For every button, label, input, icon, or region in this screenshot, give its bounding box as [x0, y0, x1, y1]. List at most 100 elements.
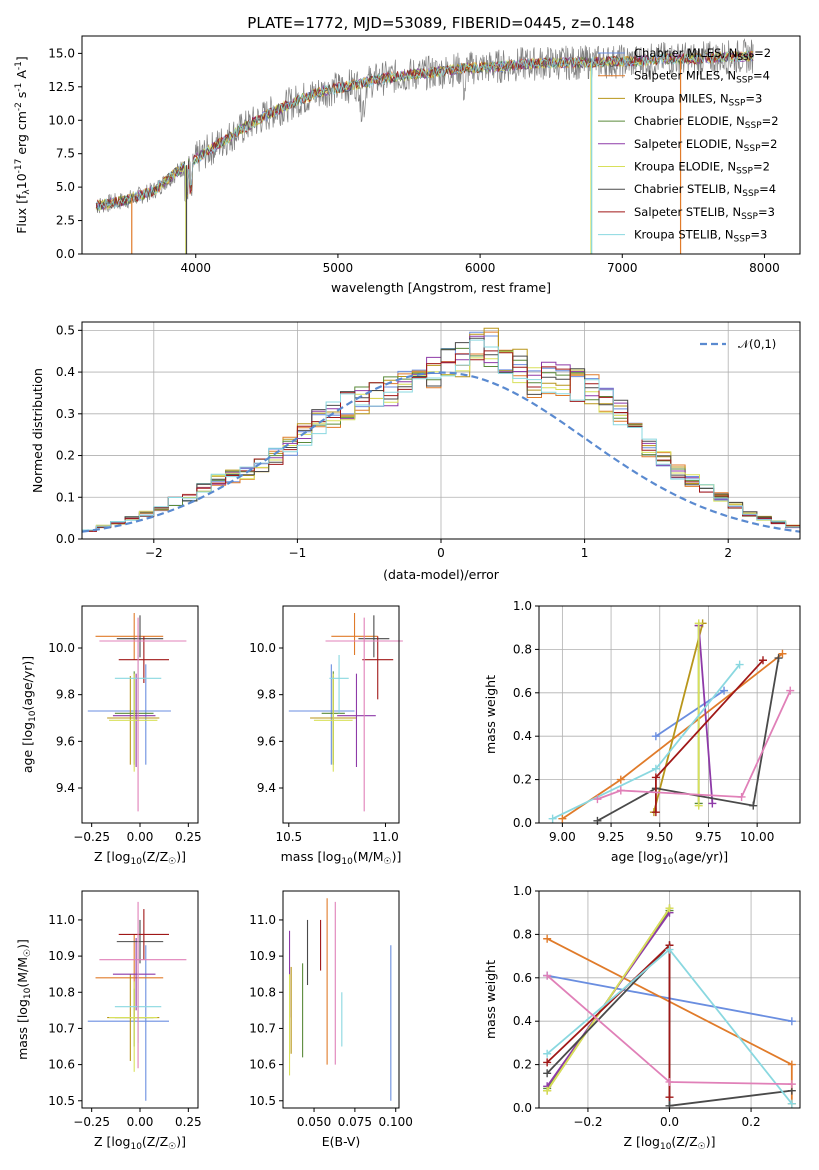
y-tick-label: 0.0 [56, 532, 75, 546]
series-point-marker [665, 904, 674, 913]
x-tick-label: −2 [145, 546, 163, 560]
series-point-marker [735, 660, 744, 669]
x-axis-label: (data-model)/error [383, 567, 500, 582]
series-point-marker [543, 1086, 552, 1095]
series-point-marker [694, 619, 703, 628]
legend-label: Chabrier STELIB, NSSP​=4 [634, 182, 776, 199]
axes-frame [282, 605, 400, 824]
series-point-marker [543, 1049, 552, 1058]
legend-label: Kroupa ELODIE, NSSP​=2 [634, 160, 770, 177]
series-point-marker [616, 786, 625, 795]
y-tick-label: 0.1 [56, 490, 75, 504]
panel-mass_vs_metallicity_errorbars: −0.25 0.00 0.25 10.5 10.6 10.7 10.8 10.9 11.0 Z [… [15, 890, 202, 1152]
x-tick-label: 0.075 [338, 1115, 372, 1129]
y-axis-label: mass weight [483, 675, 498, 754]
x-tick-label: −0.25 [73, 1115, 110, 1129]
x-axis-label: Z [log10​(Z/Z☉​)] [624, 1134, 716, 1152]
series-point-marker [651, 808, 660, 817]
series-point-marker [558, 814, 567, 823]
x-tick-label: −1 [289, 546, 307, 560]
y-tick-label: 0.0 [56, 247, 75, 261]
x-tick-label: 9.00 [549, 830, 576, 844]
series-point-marker [737, 792, 746, 801]
y-tick-label: 1.0 [513, 884, 532, 898]
y-tick-label: 2.5 [56, 214, 75, 228]
series-point-marker [543, 934, 552, 943]
y-tick-label: 10.7 [48, 1021, 75, 1035]
y-tick-label: 9.8 [56, 688, 75, 702]
y-tick-label: 0.2 [513, 773, 532, 787]
panel-age_vs_mass_errorbars: 10.5 11.0 9.4 9.6 9.8 10.0 mass [log10​(M/M☉​)… [249, 605, 403, 867]
y-tick-label: 0.0 [513, 816, 532, 830]
series-point-marker [593, 795, 602, 804]
x-axis-label: mass [log10​(M/M☉​)] [281, 849, 402, 867]
y-tick-label: 7.5 [56, 147, 75, 161]
y-tick-label: 0.3 [56, 407, 75, 421]
x-axis-label: Z [log10​(Z/Z☉​)] [94, 849, 186, 867]
series-point-marker [708, 799, 717, 808]
y-tick-label: 10.8 [48, 985, 75, 999]
y-tick-label: 10.0 [249, 641, 276, 655]
x-tick-label: 9.75 [695, 830, 722, 844]
legend-label: Kroupa STELIB, NSSP​=3 [634, 228, 767, 245]
legend-label: Salpeter STELIB, NSSP​=3 [634, 205, 775, 222]
series-line [596, 657, 780, 822]
spectrum-legend: Chabrier MILES, NSSP​=2 Salpeter MILES, N… [598, 46, 779, 245]
axes-frame [81, 35, 801, 255]
y-tick-label: 11.0 [249, 913, 276, 927]
x-tick-label: −0.2 [573, 1115, 602, 1129]
y-tick-label: 9.4 [257, 781, 276, 795]
x-tick-label: 0.25 [175, 830, 202, 844]
series-point-marker [778, 649, 787, 658]
x-tick-label: 4000 [180, 261, 211, 275]
y-tick-label: 10.7 [249, 1021, 276, 1035]
y-tick-label: 10.5 [249, 1094, 276, 1108]
series-point-marker [758, 656, 767, 665]
legend-label: 𝒩(0,1) [738, 337, 776, 351]
legend-label: Chabrier MILES, NSSP​=2 [634, 46, 771, 63]
x-axis-label: wavelength [Angstrom, rest frame] [331, 280, 551, 295]
y-tick-label: 0.8 [513, 927, 532, 941]
series-point-marker [774, 654, 783, 663]
y-tick-label: 10.0 [48, 641, 75, 655]
y-axis-label: Flux [fλ​10-17​ erg cm-2​ s-1​ A-1​] [14, 56, 32, 234]
panel-spectrum: 4000 5000 6000 7000 8000 0.0 2.5 5.0 7.5 10.0 12.5… [14, 35, 801, 295]
x-axis-label: Z [log10​(Z/Z☉​)] [94, 1134, 186, 1152]
y-tick-label: 10.0 [48, 113, 75, 127]
axes-frame [282, 890, 400, 1109]
y-axis-label: age [log10​(age/yr)] [20, 656, 38, 773]
series-point-marker [616, 775, 625, 784]
y-tick-label: 0.6 [513, 686, 532, 700]
series-point-marker [749, 801, 758, 810]
legend-label: Chabrier ELODIE, NSSP​=2 [634, 114, 779, 131]
series-point-marker [651, 764, 660, 773]
series-point-marker [787, 1099, 796, 1108]
x-tick-label: 7000 [607, 261, 638, 275]
y-tick-label: 9.8 [257, 688, 276, 702]
y-axis-label: mass [log10​(M/M☉​)] [15, 939, 33, 1060]
x-tick-label: 2 [724, 546, 732, 560]
x-tick-label: 10.00 [740, 830, 774, 844]
series-point-marker [787, 1017, 796, 1026]
x-tick-label: 1 [581, 546, 589, 560]
x-tick-label: 0 [437, 546, 445, 560]
series-point-marker [665, 1077, 674, 1086]
x-tick-label: 0.100 [379, 1115, 413, 1129]
series-point-marker [548, 814, 557, 823]
series-point-marker [651, 773, 660, 782]
series-line [653, 623, 704, 813]
series-point-marker [665, 1093, 674, 1102]
y-tick-label: 0.4 [56, 365, 75, 379]
y-tick-label: 0.8 [513, 642, 532, 656]
series-point-marker [543, 1069, 552, 1078]
x-tick-label: 0.00 [127, 830, 154, 844]
x-tick-label: 0.25 [175, 1115, 202, 1129]
y-tick-label: 0.6 [513, 971, 532, 985]
x-tick-label: 9.50 [646, 830, 673, 844]
y-tick-label: 10.6 [249, 1058, 276, 1072]
x-axis-label: E(B-V) [322, 1134, 361, 1149]
histogram-step-line [81, 339, 801, 539]
series-line [697, 625, 714, 804]
x-tick-label: 8000 [749, 261, 780, 275]
x-tick-label: 9.25 [598, 830, 625, 844]
